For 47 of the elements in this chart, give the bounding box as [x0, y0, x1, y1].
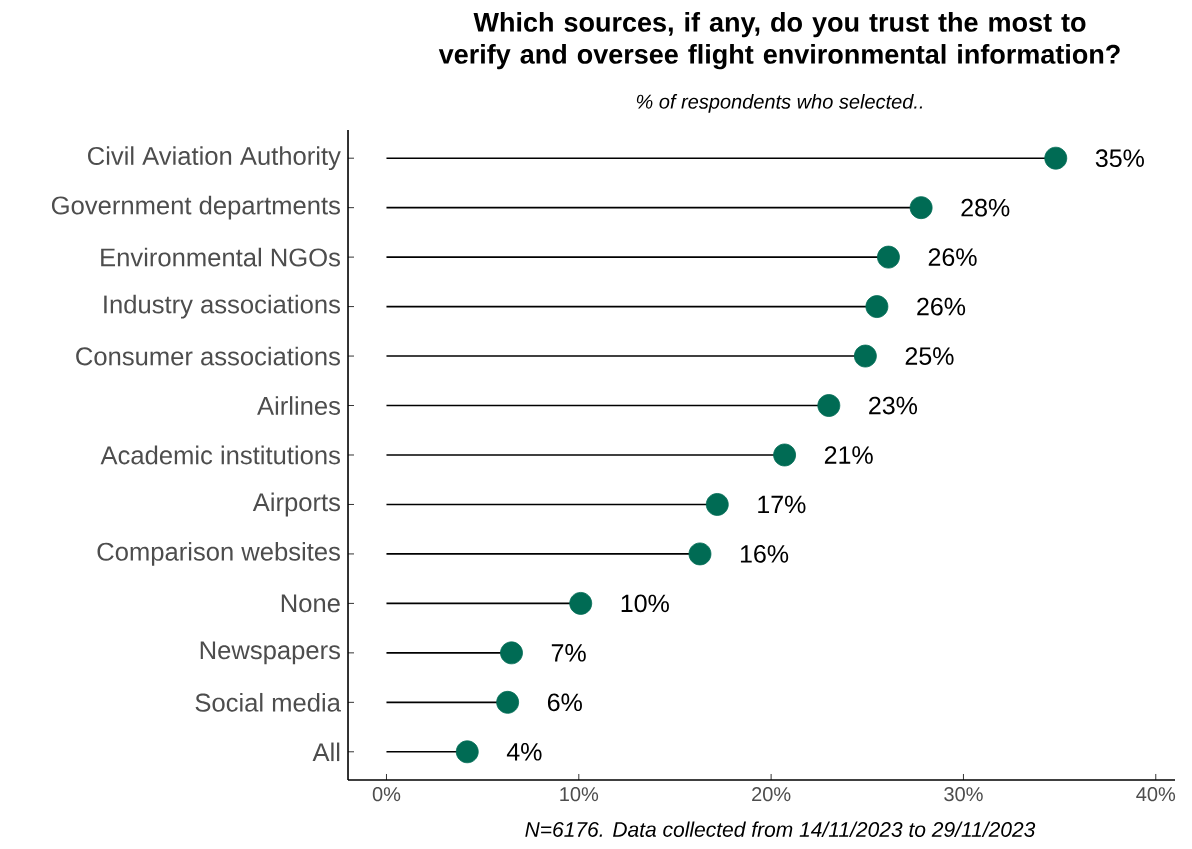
point [817, 394, 841, 417]
x-tick-label: 40% [1136, 787, 1176, 802]
text: N=6176. Data collected from 14/11/2023 to 29/11/2023 [525, 821, 1036, 837]
point [909, 196, 933, 220]
y-tick-label: Newspapers [200, 641, 340, 665]
data-label: 26% [917, 297, 966, 316]
y-tick-label: Airports [252, 492, 341, 517]
data-label: 21% [824, 446, 873, 464]
point [877, 245, 900, 269]
chart-title: Which sources, if any, do you trust the most to verify and oversee flight environmental information? [438, 12, 1120, 70]
x-tick-label: 20% [752, 787, 791, 802]
y-tick-label: Consumer associations [76, 346, 340, 366]
data-label: 6% [547, 693, 582, 712]
y-tick-label: Environmental NGOs [101, 247, 340, 267]
point [455, 740, 479, 764]
data-label: 28% [961, 198, 1010, 217]
y-tick-label: None [281, 594, 340, 613]
y-tick-label: Government departments [51, 195, 340, 220]
x-tick-label: 30% [944, 787, 983, 802]
data-label: 7% [551, 644, 586, 662]
point [500, 641, 523, 665]
data-label: 35% [1095, 149, 1144, 168]
point [1044, 146, 1068, 170]
point [688, 542, 712, 566]
data-label: 4% [506, 743, 542, 761]
point [569, 592, 593, 615]
data-label: 10% [621, 594, 669, 613]
y-tick-label: Civil Aviation Authority [88, 146, 341, 171]
point [705, 493, 729, 516]
data-label: 25% [905, 347, 954, 365]
point [773, 443, 796, 467]
data-label: 16% [740, 545, 789, 563]
y-tick-label: Academic institutions [100, 445, 340, 465]
y-tick-label: All [312, 742, 340, 762]
data-label: 26% [928, 248, 977, 266]
chart-subtitle: % of respondents who selected.. [636, 94, 923, 113]
y-tick-label: Industry associations [104, 294, 340, 319]
point [853, 344, 877, 368]
y-tick-label: Comparison websites [97, 542, 340, 566]
point [496, 690, 520, 714]
point [865, 295, 889, 318]
x-tick-label: 0% [372, 787, 401, 802]
data-label: 23% [869, 396, 918, 415]
x-tick-label: 10% [560, 787, 599, 802]
y-tick-label: Social media [195, 692, 341, 712]
y-tick-label: Airlines [257, 396, 341, 415]
data-label: 17% [758, 495, 806, 514]
